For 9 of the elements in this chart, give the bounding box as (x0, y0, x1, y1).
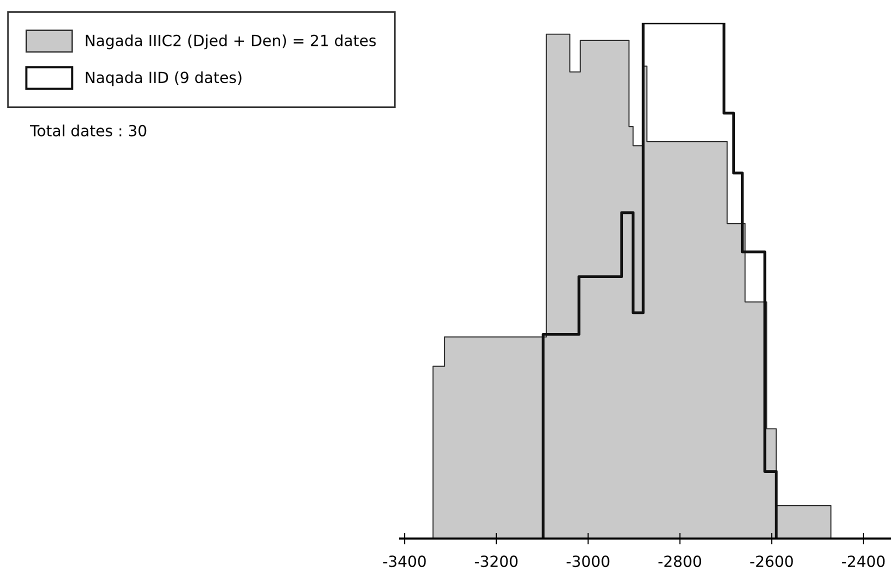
x-tick-label: -2400 (842, 556, 885, 568)
x-tick-label: -2600 (750, 556, 793, 568)
x-tick-label: -3200 (474, 556, 518, 568)
legend-label: Nagada IIIC2 (Djed + Den) = 21 dates (86, 34, 376, 50)
legend-label: Naqada IID (9 dates) (86, 71, 242, 86)
x-tick-label: -3400 (383, 556, 426, 568)
text: Total dates : 30 (30, 124, 146, 136)
x-tick-label: -3000 (566, 556, 610, 568)
x-tick-label: -2800 (658, 556, 702, 568)
